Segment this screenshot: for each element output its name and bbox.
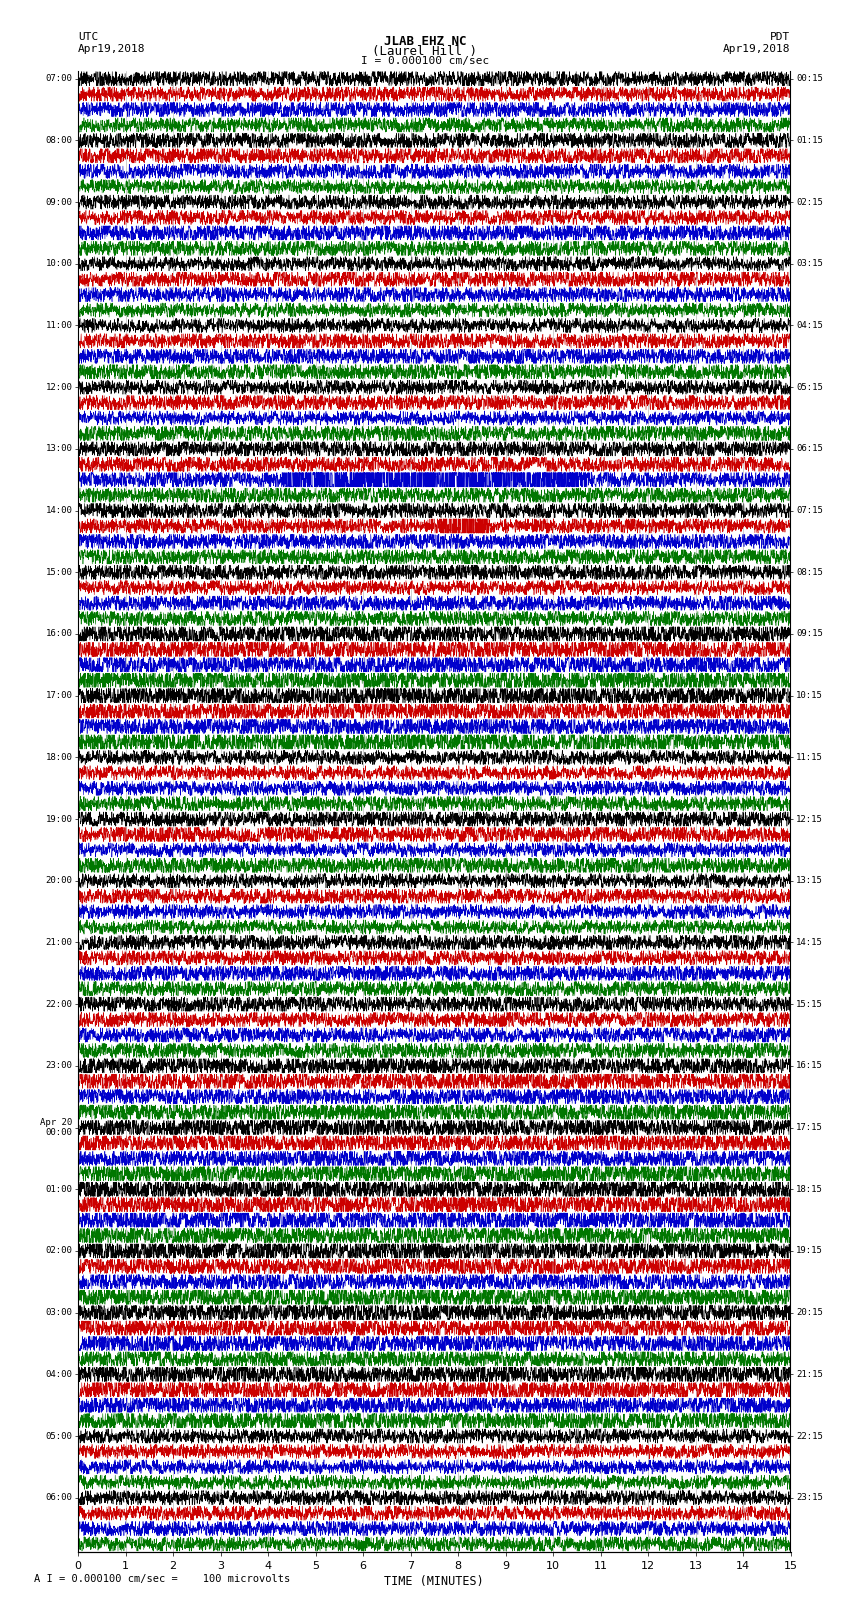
Text: PDT: PDT (770, 32, 790, 42)
Text: A I = 0.000100 cm/sec =    100 microvolts: A I = 0.000100 cm/sec = 100 microvolts (34, 1574, 290, 1584)
X-axis label: TIME (MINUTES): TIME (MINUTES) (384, 1574, 484, 1587)
Text: JLAB EHZ NC: JLAB EHZ NC (383, 35, 467, 48)
Text: UTC: UTC (78, 32, 99, 42)
Text: I = 0.000100 cm/sec: I = 0.000100 cm/sec (361, 56, 489, 66)
Text: Apr19,2018: Apr19,2018 (723, 44, 791, 53)
Text: Apr19,2018: Apr19,2018 (78, 44, 145, 53)
Text: (Laurel Hill ): (Laurel Hill ) (372, 45, 478, 58)
